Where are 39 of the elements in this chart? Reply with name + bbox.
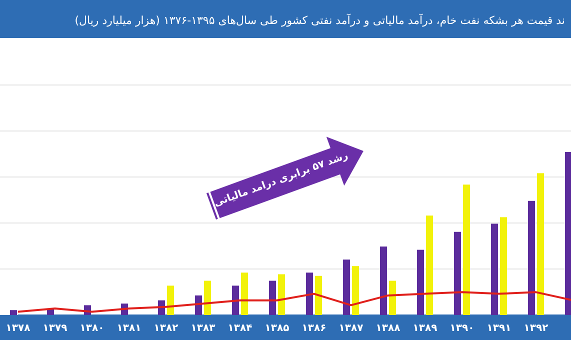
chart-title: ند قیمت هر بشکه نفت خام، درآمد مالیاتی و درآمد نفتی کشور طی سال‌های ۱۳۹۵-۱۳۷۶ (هزار میلیارد ریال) (74, 13, 565, 27)
bar (426, 216, 433, 315)
x-tick-label: ۱۳۷۸ (6, 323, 30, 334)
x-tick-label: ۱۳۹۱ (486, 323, 512, 334)
bar (463, 184, 470, 315)
x-tick-label: ۱۳۸۸ (376, 323, 400, 334)
bar (528, 200, 535, 315)
x-tick-label: ۱۳۸۳ (190, 323, 216, 334)
bar (389, 280, 396, 315)
bar (565, 152, 571, 315)
bar (167, 286, 174, 315)
x-tick-label: ۱۳۷۹ (42, 323, 68, 334)
bar (380, 246, 387, 315)
bar (491, 224, 498, 315)
x-tick-label: ۱۳۸۶ (302, 323, 326, 334)
bar (500, 217, 507, 315)
x-tick-label: ۱۳۸۴ (228, 323, 252, 334)
x-tick-label: ۱۳۸۱ (116, 323, 142, 334)
x-tick-label: ۱۳۸۹ (412, 323, 438, 334)
bar (537, 173, 544, 315)
bar (10, 310, 17, 315)
x-tick-label: ۱۳۸۵ (264, 323, 290, 334)
bar (241, 272, 248, 315)
bar (417, 250, 424, 315)
bar (232, 286, 239, 315)
annotation: رشد ۵۷ برابری درامد مالیاتی (212, 150, 350, 210)
bar (352, 266, 359, 315)
bar (278, 274, 285, 315)
x-tick-label: ۱۳۹۲ (524, 323, 548, 334)
bar (343, 260, 350, 315)
bar (315, 276, 322, 315)
bar (204, 280, 211, 315)
x-tick-label: ۱۳۸۷ (338, 323, 364, 334)
bar (269, 280, 276, 315)
x-tick-label: ۱۳۸۲ (154, 323, 178, 334)
bar (454, 232, 461, 315)
bar (306, 272, 313, 315)
x-tick-label: ۱۳۹۰ (450, 323, 474, 334)
x-tick-label: ۱۳۸۰ (80, 323, 104, 334)
